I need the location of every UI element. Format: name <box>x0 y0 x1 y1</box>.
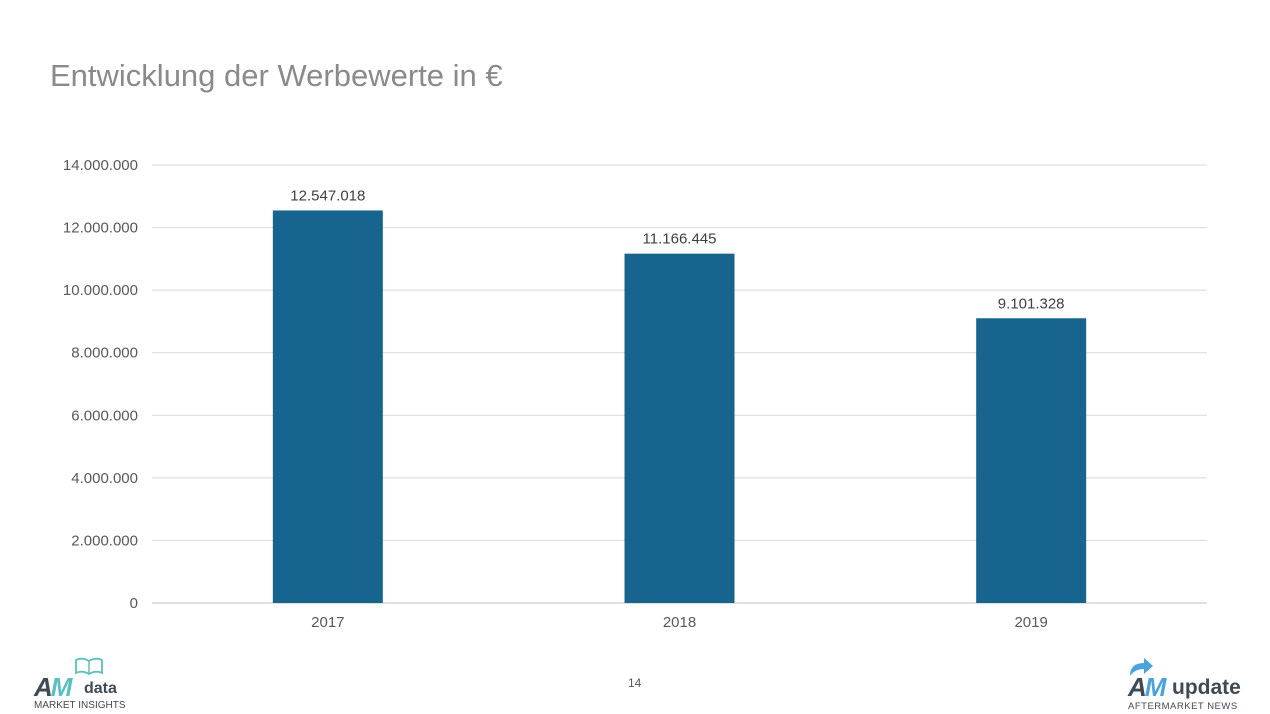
x-tick-label: 2018 <box>663 614 696 631</box>
am-data-logo: AM data MARKET INSIGHTS <box>34 656 144 712</box>
y-tick-label: 8.000.000 <box>71 345 138 362</box>
y-axis-tick-labels: 0 2.000.000 4.000.000 6.000.000 8.000.000 10.… <box>63 157 138 612</box>
am-update-word: update <box>1172 676 1241 699</box>
am-update-mark: AM <box>1128 672 1166 702</box>
x-axis-tick-labels: 2017 2018 2019 <box>311 614 1048 631</box>
y-tick-label: 2.000.000 <box>71 532 138 549</box>
bar <box>624 253 735 604</box>
y-tick-label: 12.000.000 <box>63 220 138 237</box>
slide-title: Entwicklung der Werbewerte in € <box>50 58 503 93</box>
open-book-icon <box>75 657 103 676</box>
data-label: 12.547.018 <box>290 187 365 204</box>
data-label: 11.166.445 <box>643 231 717 248</box>
page-number: 14 <box>628 676 642 690</box>
am-update-tagline: AFTERMARKET NEWS <box>1128 701 1238 712</box>
curved-arrow-icon <box>1130 658 1153 676</box>
bar <box>272 210 383 603</box>
y-tick-label: 6.000.000 <box>71 407 138 424</box>
y-tick-label: 0 <box>130 595 138 612</box>
am-data-tagline: MARKET INSIGHTS <box>34 700 126 711</box>
x-tick-label: 2019 <box>1014 614 1047 631</box>
am-update-logo: AM update AFTERMARKET NEWS <box>1126 654 1246 712</box>
bar <box>976 318 1087 603</box>
y-tick-label: 4.000.000 <box>71 470 138 487</box>
data-labels: 12.547.018 11.166.445 9.101.328 <box>290 187 1064 312</box>
y-tick-label: 10.000.000 <box>63 282 138 299</box>
am-data-word: data <box>84 680 117 697</box>
x-tick-label: 2017 <box>311 614 344 631</box>
y-tick-label: 14.000.000 <box>63 157 138 174</box>
data-label: 9.101.328 <box>998 295 1065 312</box>
bars <box>272 210 1087 604</box>
am-data-mark: AM <box>34 672 72 702</box>
